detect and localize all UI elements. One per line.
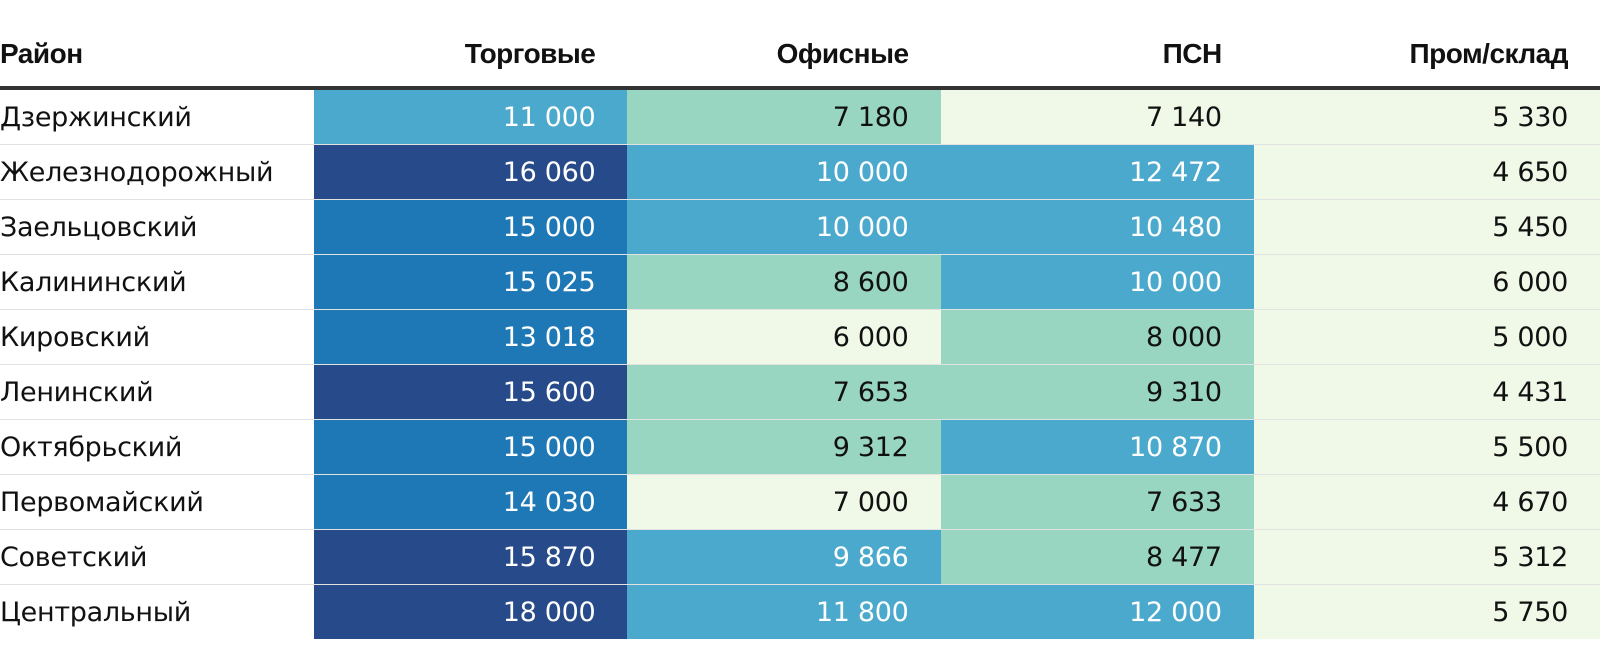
district-name: Кировский [0,309,315,365]
heatmap-cell: 15 600 [314,364,628,420]
district-name: Центральный [0,584,315,639]
column-header: Район [0,22,315,90]
heatmap-cell: 5 750 [1253,584,1600,639]
heatmap-cell: 5 312 [1253,529,1600,585]
district-name: Заельцовский [0,199,315,255]
heatmap-cell: 4 650 [1253,144,1600,200]
district-name: Октябрьский [0,419,315,475]
header-row: Район Торговые Офисные ПСН Пром/склад [0,22,1600,90]
table-row: Калининский 15 025 8 600 10 000 6 000 [0,254,1600,310]
table-row: Заельцовский 15 000 10 000 10 480 5 450 [0,199,1600,255]
heatmap-cell: 5 000 [1253,309,1600,365]
heatmap-cell: 4 431 [1253,364,1600,420]
heatmap-cell: 15 025 [314,254,628,310]
heatmap-cell: 7 140 [940,88,1254,145]
table-row: Железнодорожный 16 060 10 000 12 472 4 650 [0,144,1600,200]
heatmap-cell: 10 870 [940,419,1254,475]
heatmap-cell: 7 653 [627,364,941,420]
table-row: Кировский 13 018 6 000 8 000 5 000 [0,309,1600,365]
heatmap-cell: 8 000 [940,309,1254,365]
heatmap-cell: 8 600 [627,254,941,310]
table-row: Дзержинский 11 000 7 180 7 140 5 330 [0,88,1600,145]
district-name: Первомайский [0,474,315,530]
heatmap-cell: 11 800 [627,584,941,639]
heatmap-cell: 16 060 [314,144,628,200]
column-header: Пром/склад [1253,22,1600,90]
heatmap-cell: 5 330 [1253,88,1600,145]
column-header: Торговые [314,22,628,90]
heatmap-cell: 9 312 [627,419,941,475]
district-name: Советский [0,529,315,585]
district-name: Ленинский [0,364,315,420]
table-row: Ленинский 15 600 7 653 9 310 4 431 [0,364,1600,420]
table-row: Первомайский 14 030 7 000 7 633 4 670 [0,474,1600,530]
heatmap-cell: 6 000 [1253,254,1600,310]
heatmap-cell: 7 000 [627,474,941,530]
heatmap-cell: 10 000 [627,199,941,255]
heatmap-cell: 13 018 [314,309,628,365]
column-header: Офисные [627,22,941,90]
table-body: Дзержинский 11 000 7 180 7 140 5 330 Железнод… [0,88,1600,639]
heatmap-cell: 5 450 [1253,199,1600,255]
heatmap-cell: 10 000 [940,254,1254,310]
heatmap-cell: 10 000 [627,144,941,200]
district-name: Калининский [0,254,315,310]
table-row: Советский 15 870 9 866 8 477 5 312 [0,529,1600,585]
heatmap-cell: 15 870 [314,529,628,585]
heatmap-cell: 14 030 [314,474,628,530]
heatmap-cell: 7 633 [940,474,1254,530]
table-row: Центральный 18 000 11 800 12 000 5 750 [0,584,1600,639]
heatmap-cell: 15 000 [314,419,628,475]
heatmap-cell: 18 000 [314,584,628,639]
heatmap-cell: 4 670 [1253,474,1600,530]
heatmap-cell: 11 000 [314,88,628,145]
table-row: Октябрьский 15 000 9 312 10 870 5 500 [0,419,1600,475]
heatmap-cell: 9 310 [940,364,1254,420]
heatmap-cell: 10 480 [940,199,1254,255]
heatmap-cell: 9 866 [627,529,941,585]
heatmap-cell: 6 000 [627,309,941,365]
heatmap-cell: 7 180 [627,88,941,145]
heatmap-cell: 12 000 [940,584,1254,639]
heatmap-cell: 15 000 [314,199,628,255]
heatmap-cell: 8 477 [940,529,1254,585]
column-header: ПСН [940,22,1254,90]
district-name: Дзержинский [0,88,315,145]
heatmap-cell: 12 472 [940,144,1254,200]
heatmap-table: Район Торговые Офисные ПСН Пром/склад Дз… [0,22,1600,639]
heatmap-cell: 5 500 [1253,419,1600,475]
district-name: Железнодорожный [0,144,315,200]
